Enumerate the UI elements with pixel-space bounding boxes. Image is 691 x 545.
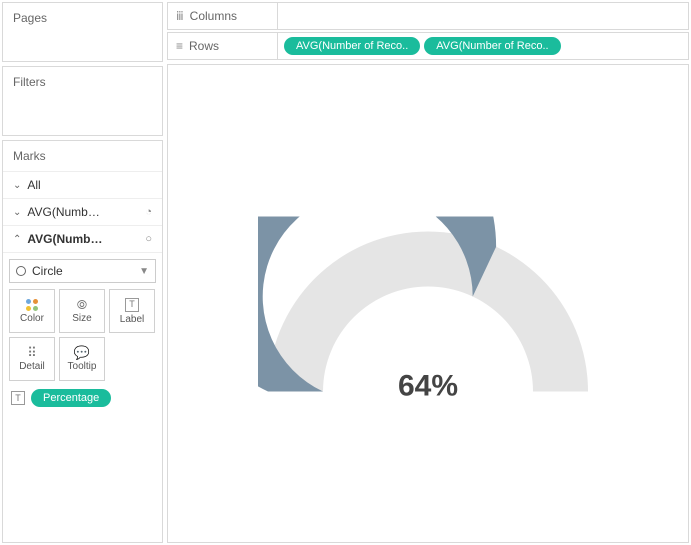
gauge-chart: 64% bbox=[258, 217, 598, 410]
rows-shelf-pills[interactable]: AVG(Number of Reco..AVG(Number of Reco.. bbox=[278, 33, 688, 59]
columns-shelf-label-area: ⅲ Columns bbox=[168, 3, 278, 29]
percentage-pill-label: Percentage bbox=[43, 392, 99, 404]
color-button-label: Color bbox=[20, 313, 44, 324]
marks-panel: Marks ⌄ All ⌄ AVG(Numb… ◔ ⌃ AVG(Numb… bbox=[2, 140, 163, 543]
detail-icon: ⠿ bbox=[27, 346, 37, 359]
mark-type-select[interactable]: Circle ▼ bbox=[9, 259, 156, 283]
color-dots-icon bbox=[26, 299, 38, 311]
color-button[interactable]: Color bbox=[9, 289, 55, 333]
circle-outline-icon: ○ bbox=[145, 233, 152, 245]
filters-title: Filters bbox=[3, 67, 162, 97]
tooltip-icon: 💬 bbox=[74, 346, 90, 359]
chevron-up-icon: ⌃ bbox=[13, 234, 21, 245]
caret-down-icon: ▼ bbox=[139, 266, 149, 277]
marks-title: Marks bbox=[3, 141, 162, 172]
label-button-label: Label bbox=[120, 314, 144, 325]
label-t-icon: T bbox=[11, 391, 25, 405]
label-button[interactable]: T Label bbox=[109, 289, 155, 333]
pages-title: Pages bbox=[3, 3, 162, 33]
mark-buttons: Color ⦾ Size T Label ⠿ Detail 💬 Tooltip bbox=[3, 289, 162, 381]
size-button-label: Size bbox=[72, 313, 91, 324]
mark-type-label: Circle bbox=[32, 264, 63, 278]
detail-button[interactable]: ⠿ Detail bbox=[9, 337, 55, 381]
marks-row-all[interactable]: ⌄ All bbox=[3, 172, 162, 199]
marks-row-label: AVG(Numb… bbox=[27, 205, 99, 219]
app-root: Pages Filters Marks ⌄ All ⌄ AVG(Numb… ◔ bbox=[0, 0, 691, 545]
marks-row-avg1[interactable]: ⌄ AVG(Numb… ◔ bbox=[3, 199, 162, 226]
circle-icon bbox=[16, 266, 26, 276]
marks-row-label: AVG(Numb… bbox=[27, 232, 102, 246]
viz-canvas[interactable]: 64% bbox=[167, 64, 689, 543]
rows-shelf-label: Rows bbox=[189, 39, 219, 53]
columns-shelf-pills[interactable] bbox=[278, 3, 688, 29]
columns-icon: ⅲ bbox=[176, 9, 184, 23]
rows-icon: ≡ bbox=[176, 39, 183, 53]
tooltip-button[interactable]: 💬 Tooltip bbox=[59, 337, 105, 381]
rows-pill[interactable]: AVG(Number of Reco.. bbox=[424, 37, 560, 55]
gauge-value-label: 64% bbox=[398, 370, 458, 404]
label-pill-row: T Percentage bbox=[3, 381, 162, 415]
marks-row-label: All bbox=[27, 178, 40, 192]
marks-row-avg2[interactable]: ⌃ AVG(Numb… ○ bbox=[3, 226, 162, 253]
size-button[interactable]: ⦾ Size bbox=[59, 289, 105, 333]
filters-panel[interactable]: Filters bbox=[2, 66, 163, 136]
rows-pill[interactable]: AVG(Number of Reco.. bbox=[284, 37, 420, 55]
columns-shelf-label: Columns bbox=[190, 9, 237, 23]
size-icon: ⦾ bbox=[77, 298, 87, 311]
tooltip-button-label: Tooltip bbox=[68, 361, 97, 372]
label-t-icon: T bbox=[125, 298, 139, 312]
rows-shelf-label-area: ≡ Rows bbox=[168, 33, 278, 59]
chevron-down-icon: ⌄ bbox=[13, 207, 21, 218]
pie-icon: ◔ bbox=[145, 206, 152, 218]
detail-button-label: Detail bbox=[19, 361, 45, 372]
pages-panel[interactable]: Pages bbox=[2, 2, 163, 62]
right-area: ⅲ Columns ≡ Rows AVG(Number of Reco..AVG… bbox=[165, 0, 691, 545]
percentage-pill[interactable]: Percentage bbox=[31, 389, 111, 407]
columns-shelf[interactable]: ⅲ Columns bbox=[167, 2, 689, 30]
left-sidebar: Pages Filters Marks ⌄ All ⌄ AVG(Numb… ◔ bbox=[0, 0, 165, 545]
rows-shelf[interactable]: ≡ Rows AVG(Number of Reco..AVG(Number of… bbox=[167, 32, 689, 60]
chevron-down-icon: ⌄ bbox=[13, 180, 21, 191]
